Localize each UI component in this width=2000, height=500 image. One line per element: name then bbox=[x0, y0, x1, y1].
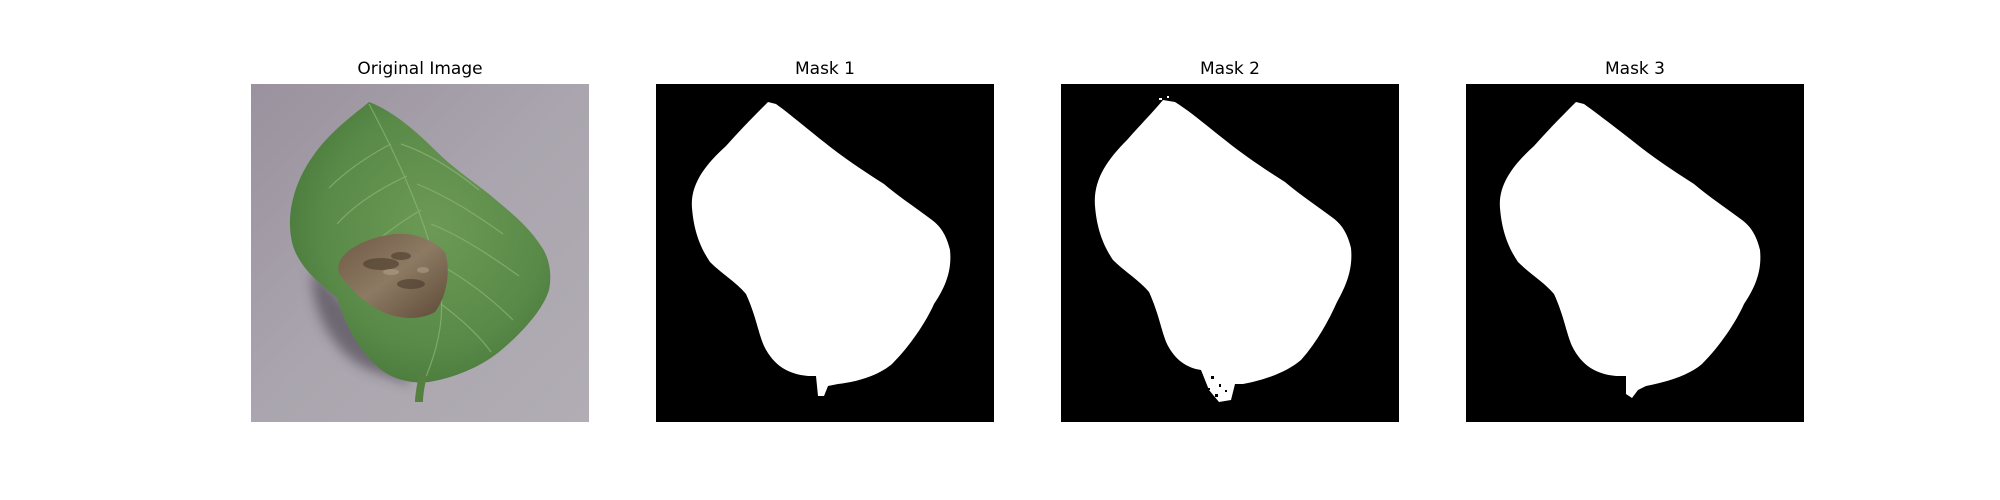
panel-title: Original Image bbox=[357, 59, 483, 79]
panel-mask-3: Mask 3 bbox=[1466, 0, 1804, 500]
panel-title: Mask 2 bbox=[1199, 59, 1260, 79]
panel-original-image: Original Image bbox=[251, 0, 589, 500]
panel-title: Mask 3 bbox=[1604, 59, 1665, 79]
original-leaf-photo bbox=[251, 84, 589, 422]
mask-3-image bbox=[1466, 84, 1804, 422]
panel-mask-1: Mask 1 bbox=[656, 0, 994, 500]
panel-mask-2: Mask 2 bbox=[1061, 0, 1399, 500]
panel-title: Mask 1 bbox=[794, 59, 855, 79]
mask-1-image bbox=[656, 84, 994, 422]
mask-2-image bbox=[1061, 84, 1399, 422]
